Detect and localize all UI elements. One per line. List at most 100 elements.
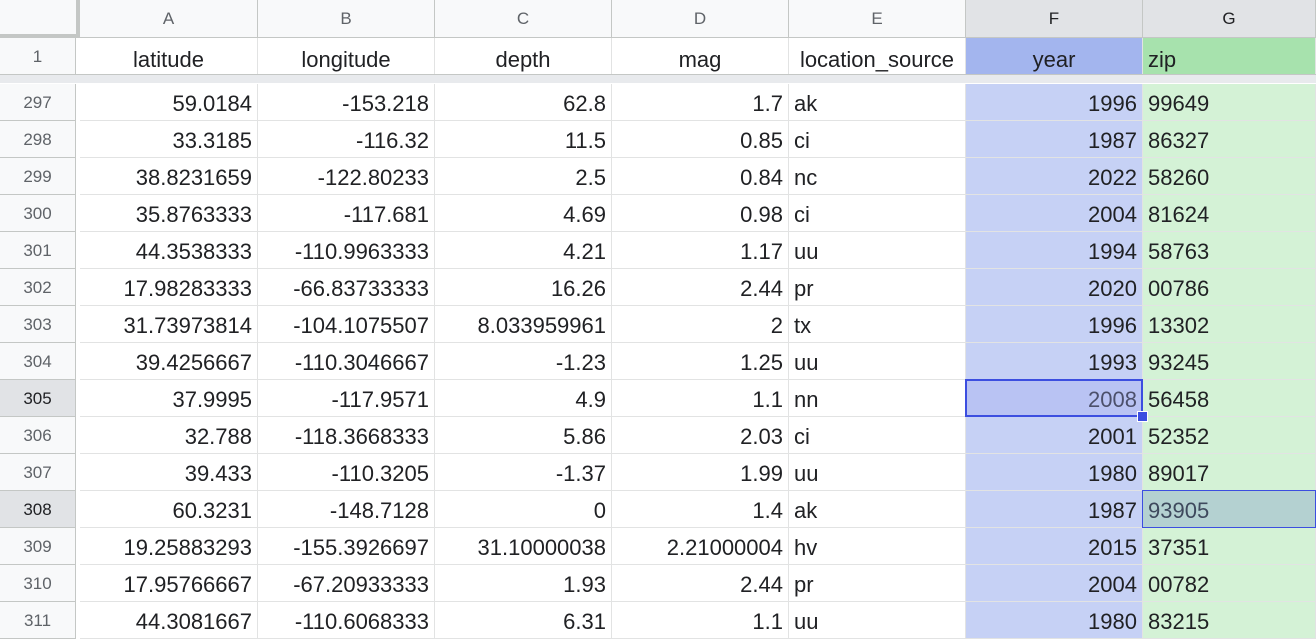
header-cell-c[interactable]: depth — [435, 38, 612, 75]
cell-b301[interactable]: -110.9963333 — [258, 232, 435, 269]
cell-d308[interactable]: 1.4 — [612, 491, 789, 528]
cell-g302[interactable]: 00786 — [1143, 269, 1316, 306]
cell-f303[interactable]: 1996 — [966, 306, 1143, 343]
cell-c307[interactable]: -1.37 — [435, 454, 612, 491]
cell-d302[interactable]: 2.44 — [612, 269, 789, 306]
cell-g309[interactable]: 37351 — [1143, 528, 1316, 565]
cell-f301[interactable]: 1994 — [966, 232, 1143, 269]
row-header-299[interactable]: 299 — [0, 158, 76, 195]
cell-a300[interactable]: 35.8763333 — [80, 195, 258, 232]
cell-f300[interactable]: 2004 — [966, 195, 1143, 232]
frozen-rows-divider[interactable] — [0, 74, 1316, 83]
cell-a306[interactable]: 32.788 — [80, 417, 258, 454]
cell-a310[interactable]: 17.95766667 — [80, 565, 258, 602]
cell-d297[interactable]: 1.7 — [612, 84, 789, 121]
cell-d309[interactable]: 2.21000004 — [612, 528, 789, 565]
cell-c297[interactable]: 62.8 — [435, 84, 612, 121]
cell-g298[interactable]: 86327 — [1143, 121, 1316, 158]
row-header-308[interactable]: 308 — [0, 491, 76, 528]
cell-d307[interactable]: 1.99 — [612, 454, 789, 491]
cell-c300[interactable]: 4.69 — [435, 195, 612, 232]
cell-e303[interactable]: tx — [789, 306, 966, 343]
cell-a298[interactable]: 33.3185 — [80, 121, 258, 158]
cell-e304[interactable]: uu — [789, 343, 966, 380]
cell-e309[interactable]: hv — [789, 528, 966, 565]
cell-f297[interactable]: 1996 — [966, 84, 1143, 121]
cell-e300[interactable]: ci — [789, 195, 966, 232]
row-header-1[interactable]: 1 — [0, 38, 76, 75]
cell-b308[interactable]: -148.7128 — [258, 491, 435, 528]
cell-a299[interactable]: 38.8231659 — [80, 158, 258, 195]
cell-e306[interactable]: ci — [789, 417, 966, 454]
cell-c298[interactable]: 11.5 — [435, 121, 612, 158]
header-cell-e[interactable]: location_source — [789, 38, 966, 75]
header-cell-f[interactable]: year — [966, 38, 1143, 75]
row-header-303[interactable]: 303 — [0, 306, 76, 343]
cell-f311[interactable]: 1980 — [966, 602, 1143, 639]
cell-d300[interactable]: 0.98 — [612, 195, 789, 232]
cell-a301[interactable]: 44.3538333 — [80, 232, 258, 269]
cell-c305[interactable]: 4.9 — [435, 380, 612, 417]
cell-d304[interactable]: 1.25 — [612, 343, 789, 380]
header-cell-g[interactable]: zip — [1143, 38, 1316, 75]
cell-c299[interactable]: 2.5 — [435, 158, 612, 195]
row-header-302[interactable]: 302 — [0, 269, 76, 306]
row-header-306[interactable]: 306 — [0, 417, 76, 454]
cell-e307[interactable]: uu — [789, 454, 966, 491]
cell-e302[interactable]: pr — [789, 269, 966, 306]
column-header-f[interactable]: F — [966, 0, 1143, 38]
cell-d306[interactable]: 2.03 — [612, 417, 789, 454]
header-cell-a[interactable]: latitude — [80, 38, 258, 75]
column-header-e[interactable]: E — [789, 0, 966, 38]
row-header-311[interactable]: 311 — [0, 602, 76, 639]
cell-b310[interactable]: -67.20933333 — [258, 565, 435, 602]
cell-d311[interactable]: 1.1 — [612, 602, 789, 639]
cell-c303[interactable]: 8.033959961 — [435, 306, 612, 343]
row-header-310[interactable]: 310 — [0, 565, 76, 602]
cell-a307[interactable]: 39.433 — [80, 454, 258, 491]
row-header-298[interactable]: 298 — [0, 121, 76, 158]
row-header-309[interactable]: 309 — [0, 528, 76, 565]
cell-g305[interactable]: 56458 — [1143, 380, 1316, 417]
cell-c308[interactable]: 0 — [435, 491, 612, 528]
cell-c304[interactable]: -1.23 — [435, 343, 612, 380]
cell-f298[interactable]: 1987 — [966, 121, 1143, 158]
row-header-307[interactable]: 307 — [0, 454, 76, 491]
cell-b309[interactable]: -155.3926697 — [258, 528, 435, 565]
cell-e299[interactable]: nc — [789, 158, 966, 195]
cell-f308[interactable]: 1987 — [966, 491, 1143, 528]
header-cell-d[interactable]: mag — [612, 38, 789, 75]
cell-d310[interactable]: 2.44 — [612, 565, 789, 602]
cell-b304[interactable]: -110.3046667 — [258, 343, 435, 380]
row-header-301[interactable]: 301 — [0, 232, 76, 269]
cell-d303[interactable]: 2 — [612, 306, 789, 343]
cell-a297[interactable]: 59.0184 — [80, 84, 258, 121]
cell-g300[interactable]: 81624 — [1143, 195, 1316, 232]
cell-a303[interactable]: 31.73973814 — [80, 306, 258, 343]
cell-d301[interactable]: 1.17 — [612, 232, 789, 269]
cell-g310[interactable]: 00782 — [1143, 565, 1316, 602]
cell-g304[interactable]: 93245 — [1143, 343, 1316, 380]
cell-b302[interactable]: -66.83733333 — [258, 269, 435, 306]
row-header-297[interactable]: 297 — [0, 84, 76, 121]
cell-b305[interactable]: -117.9571 — [258, 380, 435, 417]
column-header-b[interactable]: B — [258, 0, 435, 38]
cell-g307[interactable]: 89017 — [1143, 454, 1316, 491]
cell-e297[interactable]: ak — [789, 84, 966, 121]
cell-f304[interactable]: 1993 — [966, 343, 1143, 380]
cell-g299[interactable]: 58260 — [1143, 158, 1316, 195]
cell-g311[interactable]: 83215 — [1143, 602, 1316, 639]
cell-e308[interactable]: ak — [789, 491, 966, 528]
column-header-c[interactable]: C — [435, 0, 612, 38]
row-header-300[interactable]: 300 — [0, 195, 76, 232]
row-header-305[interactable]: 305 — [0, 380, 76, 417]
cell-e298[interactable]: ci — [789, 121, 966, 158]
cell-b298[interactable]: -116.32 — [258, 121, 435, 158]
cell-g297[interactable]: 99649 — [1143, 84, 1316, 121]
cell-b300[interactable]: -117.681 — [258, 195, 435, 232]
cell-g306[interactable]: 52352 — [1143, 417, 1316, 454]
cell-f306[interactable]: 2001 — [966, 417, 1143, 454]
cell-b299[interactable]: -122.80233 — [258, 158, 435, 195]
cell-d299[interactable]: 0.84 — [612, 158, 789, 195]
